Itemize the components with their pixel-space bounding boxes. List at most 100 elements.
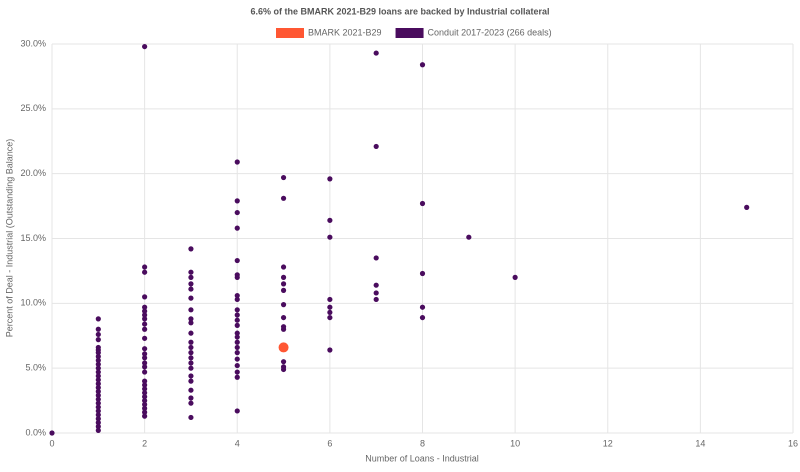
point [95,357,101,363]
point [95,373,101,379]
point [280,281,287,287]
point [95,337,101,343]
point [744,204,750,210]
point [188,269,194,275]
point [188,344,194,351]
y-tick-label: 0.0% [25,427,46,437]
point [280,174,287,181]
point [234,362,240,369]
legend-swatch [395,28,424,38]
point [188,387,194,393]
x-tick-label: 8 [420,438,425,448]
x-tick-label: 12 [603,438,613,448]
point [188,395,194,401]
point [95,412,101,418]
chart-title: 6.6% of the BMARK 2021-B29 loans are bac… [250,6,549,16]
point [188,307,194,313]
point [142,405,148,411]
point [373,282,379,288]
legend-label: Conduit 2017-2023 (266 deals) [428,27,552,37]
point [142,264,148,270]
point [188,246,194,252]
point [419,200,426,207]
x-axis-label: Number of Loans - Industrial [365,453,479,463]
x-tick-label: 0 [49,438,54,448]
point [419,304,426,310]
x-tick-label: 6 [327,438,332,448]
point [280,326,287,332]
point [95,427,101,434]
point [95,361,101,367]
point [95,400,101,406]
point [142,308,148,314]
point [95,420,101,426]
point [95,369,101,375]
point [142,304,148,310]
point [234,322,240,328]
y-tick-label: 20.0% [20,168,46,178]
point [95,396,101,402]
y-axis-label: Percent of Deal - Industrial (Outstandin… [4,139,14,338]
point [327,347,333,353]
x-tick-label: 2 [142,438,147,448]
point [280,195,287,201]
point [95,388,101,395]
point [142,43,148,50]
point [142,390,148,396]
point [95,381,101,387]
point [234,374,240,380]
point [280,274,287,280]
point [327,296,333,303]
point [234,274,240,280]
point [95,316,101,322]
x-tick-label: 4 [235,438,240,448]
point [95,416,101,422]
point [188,286,194,292]
point [327,217,333,223]
point [142,413,148,419]
x-tick-label: 14 [695,438,705,448]
point [466,234,472,240]
point [188,414,194,421]
point [95,326,101,332]
x-tick-label: 10 [510,438,520,448]
point [234,198,240,204]
point [327,234,333,240]
point [188,316,194,322]
point [278,342,289,353]
y-tick-label: 5.0% [25,363,46,373]
point [280,359,287,365]
point [142,401,148,408]
point [95,404,101,410]
point [95,353,101,360]
point [327,176,333,182]
point [142,409,148,415]
legend-label: BMARK 2021-B29 [308,27,382,37]
point [142,382,148,388]
point [188,320,194,326]
point [95,408,101,414]
point [95,385,101,391]
point [142,386,148,392]
point [327,304,333,310]
point [373,50,379,56]
point [188,360,194,366]
point [234,159,240,165]
point [327,309,333,316]
point [188,373,194,379]
point [280,366,287,373]
point [280,314,287,321]
point [373,296,379,303]
point [95,350,101,356]
point [188,355,194,361]
point [142,394,148,400]
point [188,274,194,280]
point [142,321,148,327]
point [419,62,426,68]
point [188,281,194,287]
point [188,350,194,356]
point [142,294,148,300]
point [142,316,148,322]
point [188,378,194,384]
